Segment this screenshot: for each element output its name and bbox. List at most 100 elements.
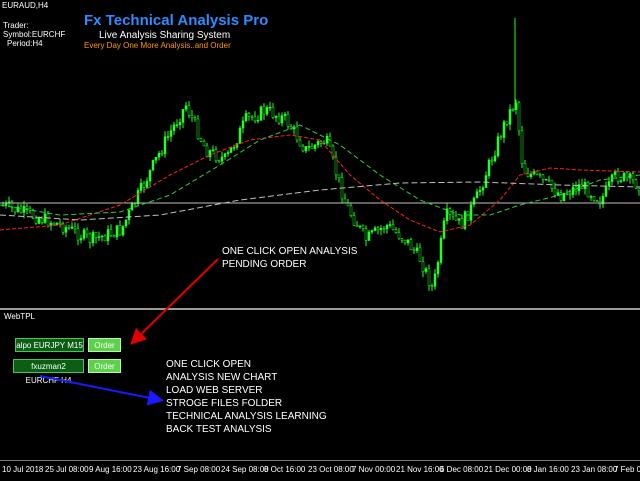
annotation-bottom-line: ANALYSIS NEW CHART [166,372,278,383]
order-button-fxuzman2[interactable]: Order [88,359,121,373]
candle-body [325,136,329,144]
candle-body [604,185,608,197]
candle-body [304,146,308,152]
annotation-bottom-line: ONE CLICK OPEN [166,359,252,370]
candle-body [451,213,455,217]
candle-body [331,145,335,158]
candle-body [151,159,155,171]
time-axis-label: 8 Jan 16:00 [527,465,569,474]
time-axis-label: 9 Aug 16:00 [89,465,132,474]
moving-average-mid [0,124,640,216]
candle-body [28,208,32,211]
time-axis-label: 23 Aug 16:00 [133,465,181,474]
brand-tagline: Every Day One More Analysis..and Order [84,41,231,50]
annotation-bottom-line: STROGE FILES FOLDER [166,398,283,409]
candle-body [88,233,92,244]
chart-symbol-title: EURAUD,H4 [2,1,49,10]
candle-body [415,247,419,251]
panel-divider[interactable] [0,308,640,310]
candle-body [229,147,233,153]
candle-body [154,157,158,161]
candle-body [85,229,89,235]
candle-body [364,228,368,241]
price-chart[interactable]: EURAUD,H4 Trader: Symbol:EURCHF Period:H… [0,0,640,307]
candle-body [445,208,449,222]
candle-body [250,116,254,118]
candle-body [631,173,635,181]
candle-body [163,136,167,154]
candle-body [355,225,359,228]
candle-body [466,211,470,221]
candle-body [505,121,509,125]
candle-body [472,197,476,205]
candle-body [511,109,515,111]
candle-body [46,213,50,227]
candle-body [175,124,179,127]
webtpl-panel-title: WebTPL [4,312,35,321]
candle-body [64,227,68,233]
template-label-fxuzman2[interactable]: fxuzman2 EURCHF H4 [13,359,84,385]
candle-body [388,224,392,226]
candle-body [112,235,116,238]
candle-body [214,149,218,161]
annotation-bottom-line: TECHNICAL ANALYSIS LEARNING [166,411,327,422]
time-axis-label: 7 Sep 08:00 [177,465,221,474]
candle-body [16,206,20,213]
candle-body [262,106,266,115]
candle-body [499,136,503,139]
candle-body [523,163,527,174]
period-info: Period:H4 [7,39,43,48]
candle-body [469,204,473,221]
time-axis-label: 21 Dec 00:00 [484,465,532,474]
candle-body [637,187,640,192]
candle-body [457,218,461,221]
candle-body [403,239,407,244]
candle-body [91,232,95,244]
template-label-alpo[interactable]: alpo EURJPY M15 [15,338,84,352]
candle-body [586,182,590,198]
candle-body [421,261,425,272]
candle-body [619,180,623,182]
candle-body [607,181,611,187]
candle-body [508,109,512,125]
candle-body [40,218,44,223]
candle-body [139,182,143,191]
candle-body [97,236,101,238]
candle-body [397,232,401,239]
candle-body [565,193,569,195]
candle-body [211,149,215,152]
candle-body [247,113,251,117]
candle-body [313,144,317,149]
candle-body [535,170,539,175]
candle-body [442,220,446,239]
candle-body [196,118,200,140]
candle-body [481,187,485,191]
candle-body [601,196,605,205]
candle-body [595,200,599,202]
candle-body [106,229,110,242]
candle-body [109,229,113,236]
candle-body [418,247,422,262]
candle-body [130,202,134,211]
candle-body [58,222,62,225]
candle-body [475,191,479,199]
candle-body [136,190,140,204]
candle-body [118,225,122,236]
candle-body [625,172,629,179]
candle-body [520,130,524,164]
moving-average-slow [0,181,640,221]
candle-body [379,227,383,231]
candle-body [484,175,488,188]
candle-body [220,156,224,162]
candle-body [166,136,170,138]
time-axis: 10 Jul 2018 25 Jul 08:00 9 Aug 16:00 23 Aug… [0,460,640,481]
order-button-alpo[interactable]: Order [88,338,121,352]
candle-body [70,226,74,229]
time-axis-label: 6 Dec 08:00 [440,465,484,474]
candle-body [244,113,248,122]
candle-body [589,196,593,198]
candle-body [223,153,227,158]
candle-body [259,106,263,121]
candle-body [34,217,38,224]
candle-body [517,102,521,132]
